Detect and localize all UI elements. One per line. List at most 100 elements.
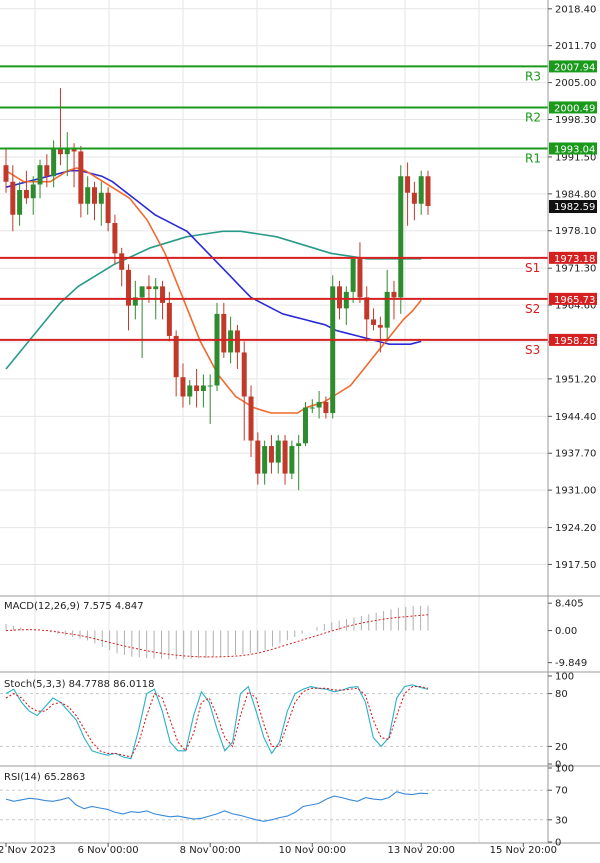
price-panel: R3 R2 R1 S1 S2 S3 bbox=[0, 65, 548, 491]
y-tick-label: 1924.20 bbox=[555, 523, 596, 534]
level-label-s3: S3 bbox=[525, 343, 540, 357]
candle-bullish bbox=[200, 385, 206, 391]
candle-bullish bbox=[132, 297, 138, 306]
candle-bearish bbox=[337, 286, 343, 309]
candle-bearish bbox=[119, 253, 125, 270]
y-tick-label: 2018.40 bbox=[555, 4, 596, 15]
level-label-r2: R2 bbox=[525, 110, 541, 124]
grid-layer bbox=[0, 0, 548, 842]
candle-bearish bbox=[71, 148, 77, 152]
stoch-panel bbox=[0, 684, 548, 760]
current-price-label: 1982.59 bbox=[554, 202, 595, 213]
candle-bullish bbox=[350, 258, 356, 292]
candle-bullish bbox=[289, 446, 295, 474]
candle-bearish bbox=[105, 192, 111, 224]
current-price-tag bbox=[549, 200, 597, 214]
level-price-tag bbox=[549, 101, 597, 114]
candle-bearish bbox=[282, 440, 288, 474]
level-price-tag bbox=[549, 333, 597, 346]
moving-average-slow bbox=[5, 230, 422, 370]
macd-signal-line bbox=[5, 614, 429, 658]
candle-bearish bbox=[255, 440, 261, 474]
y-tick-label: -9.849 bbox=[555, 658, 587, 669]
candle-bearish bbox=[323, 402, 329, 414]
candle-bearish bbox=[391, 291, 397, 298]
candle-bullish bbox=[207, 385, 213, 387]
candle-bearish bbox=[160, 286, 166, 303]
y-tick-label: 1971.30 bbox=[555, 264, 596, 275]
candle-bearish bbox=[364, 297, 370, 320]
candle-bullish bbox=[418, 176, 424, 204]
candle-bearish bbox=[126, 269, 132, 306]
candle-bullish bbox=[98, 192, 104, 204]
candle-bearish bbox=[268, 446, 274, 463]
x-tick-label: 6 Nov 00:00 bbox=[78, 845, 139, 856]
candle-bearish bbox=[23, 189, 29, 199]
candle-bearish bbox=[377, 324, 383, 328]
candle-bearish bbox=[425, 176, 431, 207]
candle-bullish bbox=[37, 165, 43, 185]
candle-bearish bbox=[241, 352, 247, 397]
y-tick-label: 0 bbox=[555, 838, 561, 849]
y-tick-label: 1998.30 bbox=[555, 115, 596, 126]
candle-bearish bbox=[411, 192, 417, 204]
y-tick-label: 0.00 bbox=[555, 626, 577, 637]
candle-bearish bbox=[234, 330, 240, 353]
candle-bullish bbox=[330, 286, 336, 414]
level-price-tag bbox=[549, 292, 597, 305]
y-tick-label: 8.405 bbox=[555, 599, 584, 610]
candle-bearish bbox=[91, 187, 97, 204]
stoch-signal-line bbox=[5, 686, 429, 758]
candle-bearish bbox=[146, 286, 152, 290]
candle-bullish bbox=[275, 440, 281, 463]
candle-bearish bbox=[180, 377, 186, 397]
macd-panel bbox=[5, 605, 429, 660]
candle-bullish bbox=[398, 176, 404, 298]
candle-bullish bbox=[296, 443, 302, 447]
candle-bearish bbox=[166, 302, 172, 336]
candle-bullish bbox=[384, 291, 390, 328]
level-price-label: 1958.28 bbox=[554, 336, 595, 347]
candle-bearish bbox=[10, 181, 16, 215]
stoch-title: Stoch(5,3,3) 84.7788 86.0118 bbox=[4, 679, 155, 690]
y-tick-label: 1931.00 bbox=[555, 486, 596, 497]
level-label-s2: S2 bbox=[525, 302, 540, 316]
y-tick-label: 1964.60 bbox=[555, 301, 596, 312]
y-tick-label: 1944.40 bbox=[555, 412, 596, 423]
macd-title: MACD(12,26,9) 7.575 4.847 bbox=[4, 601, 144, 612]
y-tick-label: 2005.00 bbox=[555, 78, 596, 89]
level-label-r1: R1 bbox=[525, 151, 541, 165]
level-price-label: 1993.04 bbox=[554, 144, 595, 155]
candle-bearish bbox=[57, 148, 63, 155]
x-tick-label: 2 Nov 2023 bbox=[0, 845, 56, 856]
level-label-s1: S1 bbox=[525, 261, 540, 275]
level-price-label: 2007.94 bbox=[554, 62, 595, 73]
candle-bearish bbox=[194, 385, 200, 391]
rsi-line bbox=[5, 791, 429, 822]
y-tick-label: 1917.50 bbox=[555, 560, 596, 571]
candle-bullish bbox=[262, 446, 268, 474]
y-tick-label: 2011.70 bbox=[555, 41, 596, 52]
y-tick-label: 1937.70 bbox=[555, 449, 596, 460]
candle-bullish bbox=[214, 313, 220, 386]
candle-bearish bbox=[405, 176, 411, 193]
level-price-label: 2000.49 bbox=[554, 103, 595, 114]
candle-bearish bbox=[3, 165, 9, 182]
level-price-tag bbox=[549, 60, 597, 73]
candle-bearish bbox=[78, 151, 84, 204]
rsi-title: RSI(14) 65.2863 bbox=[4, 772, 85, 783]
candle-bullish bbox=[51, 148, 57, 177]
x-tick-label: 8 Nov 00:00 bbox=[180, 845, 241, 856]
y-tick-label: 80 bbox=[555, 689, 568, 700]
y-tick-label: 0 bbox=[555, 760, 561, 771]
level-price-label: 1965.73 bbox=[554, 295, 595, 306]
candle-bearish bbox=[357, 258, 363, 298]
candle-bullish bbox=[302, 407, 308, 444]
candle-bearish bbox=[173, 335, 179, 378]
candle-bullish bbox=[228, 330, 234, 353]
level-price-tag bbox=[549, 142, 597, 155]
level-label-r3: R3 bbox=[525, 69, 541, 83]
